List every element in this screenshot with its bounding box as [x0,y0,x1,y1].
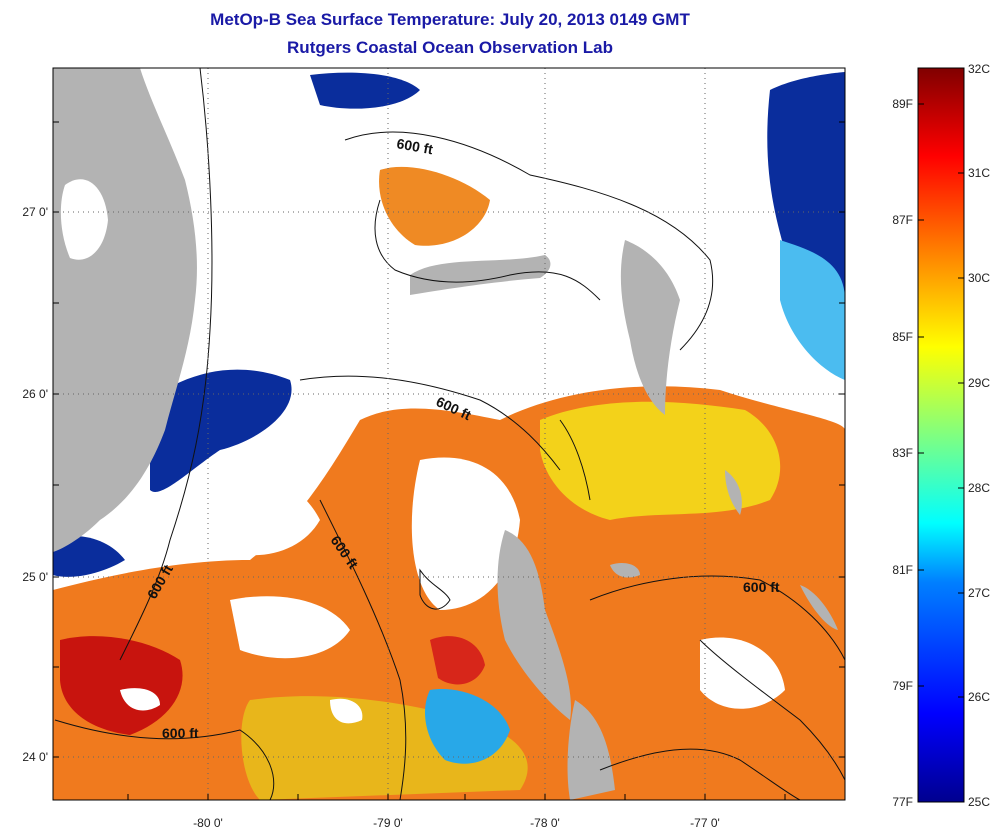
graticule [53,68,845,800]
lake-okeechobee [60,179,108,260]
cloud-gap-small-1 [330,698,363,724]
sst-north-islands-warm [379,166,490,246]
contour-label-north: 600 ft [395,135,434,157]
sst-cool-patch [425,689,510,764]
longitude-label: -78 0' [530,816,560,830]
new-providence-island [610,563,640,578]
contour-label-east: 600 ft [743,579,780,595]
sst-cold-west [53,536,125,577]
axis-ticks [53,121,845,800]
colorbar-label-c: 26C [968,690,990,704]
sst-cold-north [310,72,420,109]
cloud-gap-south [230,596,350,659]
colorbar-label-c: 29C [968,376,990,390]
colorbar-label-f: 83F [892,446,913,460]
colorbar-label-c: 25C [968,795,990,809]
colorbar-label-c: 31C [968,166,990,180]
abaco-island [620,240,680,415]
map-title: MetOp-B Sea Surface Temperature: July 20… [210,10,690,29]
map-subtitle: Rutgers Coastal Ocean Observation Lab [287,38,613,57]
colorbar-label-f: 81F [892,563,913,577]
longitude-label: -80 0' [193,816,223,830]
contour-label-southwest: 600 ft [162,725,199,741]
colorbar-label-f: 89F [892,97,913,111]
colorbar-label-c: 32C [968,62,990,76]
grand-bahama-island [410,255,551,295]
latitude-label: 27 0' [22,205,48,219]
cloud-gap-southeast [700,637,785,709]
andros-island [497,530,571,720]
colorbar-label-f: 85F [892,330,913,344]
plot-frame [52,67,846,801]
colorbar-label-f: 87F [892,213,913,227]
sst-yellow-east [540,401,781,520]
colorbar-fahrenheit-labels: 89F 87F 85F 83F 81F 79F 77F [892,97,913,809]
colorbar-ticks [918,103,964,698]
longitude-label: -79 0' [373,816,403,830]
latitude-label: 24 0' [22,750,48,764]
sst-cold-straits [150,369,292,492]
bathymetry-contours [54,68,845,800]
latitude-label: 25 0' [22,570,48,584]
exuma-cays [800,585,838,630]
colorbar-label-c: 28C [968,481,990,495]
sst-cyan-northeast [780,240,845,380]
colorbar-celsius-labels: 32C 31C 30C 29C 28C 27C 26C 25C [968,62,990,809]
eleuthera-island [725,470,742,515]
sst-hot-southwest [60,636,183,735]
colorbar-label-c: 30C [968,271,990,285]
cloud-gap-west [195,467,320,556]
colorbar-label-c: 27C [968,586,990,600]
cloud-gap-center [411,457,520,610]
sst-hot-patch [430,636,485,685]
andros-south [567,700,615,800]
cloud-gap-small-2 [120,688,160,711]
colorbar [917,67,965,803]
longitude-label: -77 0' [690,816,720,830]
colorbar-label-f: 79F [892,679,913,693]
latitude-label: 26 0' [22,387,48,401]
colorbar-label-f: 77F [892,795,913,809]
